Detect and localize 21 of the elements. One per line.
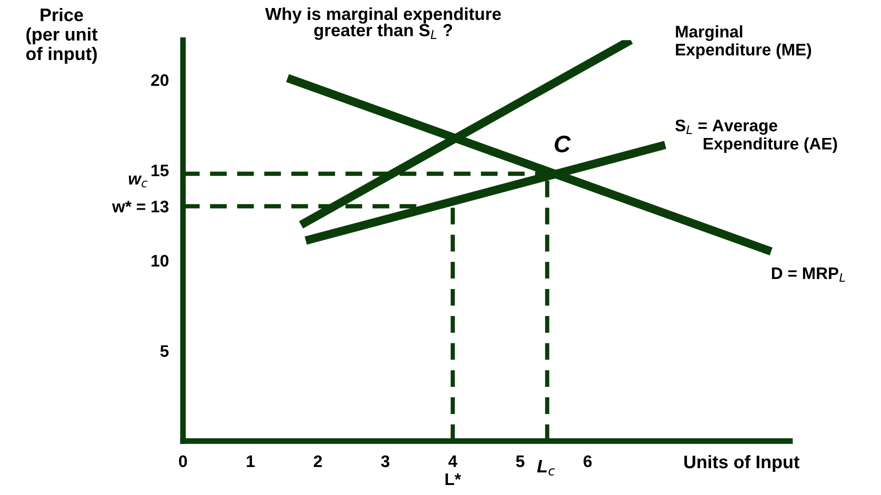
x-tick-label: 4 L* (446, 456, 462, 485)
y-tick-label: 10 (152, 254, 168, 267)
x-tick-label: 6 (584, 455, 592, 468)
y-axis-title: Price (per unit of input) (26, 8, 98, 64)
x-tick-label: 2 (314, 455, 322, 468)
chart-title: Why is marginal expenditure greater than S$_{L}$ ? (265, 7, 501, 40)
x-axis-title: Units of Input (684, 455, 800, 472)
x-tick-label: 1 (246, 456, 255, 468)
text: w$_{c}$ (128, 176, 148, 188)
annotation: Marginal Expenditure (ME) (676, 25, 812, 59)
y-tick-label: 15 (152, 164, 169, 176)
annotation: D = MRP$_{L}$ (772, 268, 845, 282)
x-tick-label: 0 (179, 455, 187, 468)
x-tick-label: 3 (381, 455, 390, 468)
text: L$_{c}$ (537, 460, 555, 476)
annotation: C (554, 136, 571, 152)
y-tick-label: 5 (160, 345, 169, 357)
x-tick-label: 5 (516, 456, 524, 468)
annotation: S$_{L}$ = Average Expenditure (AE) (675, 120, 837, 153)
y-tick-label: w* = 13 (112, 200, 168, 212)
y-tick-label: 20 (151, 74, 168, 86)
